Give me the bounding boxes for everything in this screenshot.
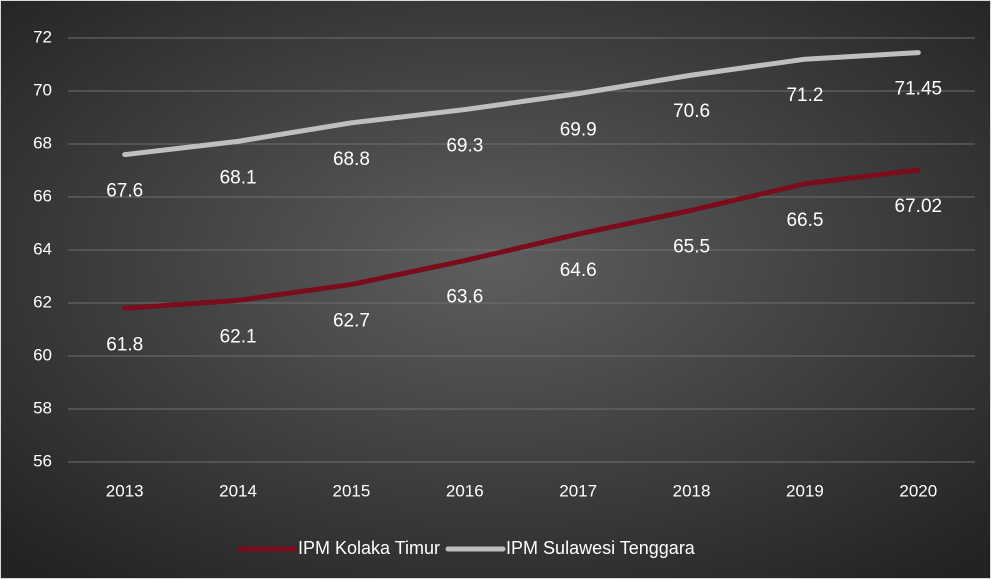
data-label: 70.6 [673, 101, 710, 122]
x-tick-label: 2020 [899, 481, 937, 500]
legend-label: IPM Kolaka Timur [298, 538, 440, 558]
x-tick-label: 2017 [559, 481, 597, 500]
series-line [122, 167, 921, 311]
y-tick-label: 62 [33, 292, 52, 311]
data-label: 64.6 [560, 260, 597, 281]
data-label: 69.9 [560, 120, 597, 141]
x-tick-label: 2019 [786, 481, 824, 500]
y-tick-label: 56 [33, 451, 52, 470]
legend-label: IPM Sulawesi Tenggara [506, 538, 696, 558]
data-label: 63.6 [446, 287, 483, 308]
x-tick-label: 2013 [106, 481, 144, 500]
data-label: 67.02 [895, 196, 943, 217]
data-label: 61.8 [106, 334, 143, 355]
data-label: 69.3 [446, 136, 483, 157]
x-tick-label: 2016 [446, 481, 484, 500]
data-label: 68.1 [220, 167, 257, 188]
data-label: 65.5 [673, 236, 710, 257]
data-label: 71.45 [895, 79, 943, 100]
y-tick-label: 68 [33, 133, 52, 152]
y-tick-label: 64 [33, 239, 52, 258]
data-label: 67.6 [106, 181, 143, 202]
series-line [122, 50, 921, 158]
x-tick-label: 2015 [333, 481, 371, 500]
data-label: 62.1 [220, 326, 257, 347]
y-tick-label: 66 [33, 186, 52, 205]
y-tick-label: 60 [33, 345, 52, 364]
data-label: 62.7 [333, 310, 370, 331]
data-label: 68.8 [333, 149, 370, 170]
x-tick-label: 2014 [219, 481, 257, 500]
y-tick-label: 58 [33, 398, 52, 417]
y-tick-label: 72 [33, 27, 52, 46]
y-tick-label: 70 [33, 80, 52, 99]
data-label: 71.2 [786, 85, 823, 106]
data-label: 66.5 [786, 210, 823, 231]
x-tick-label: 2018 [673, 481, 711, 500]
